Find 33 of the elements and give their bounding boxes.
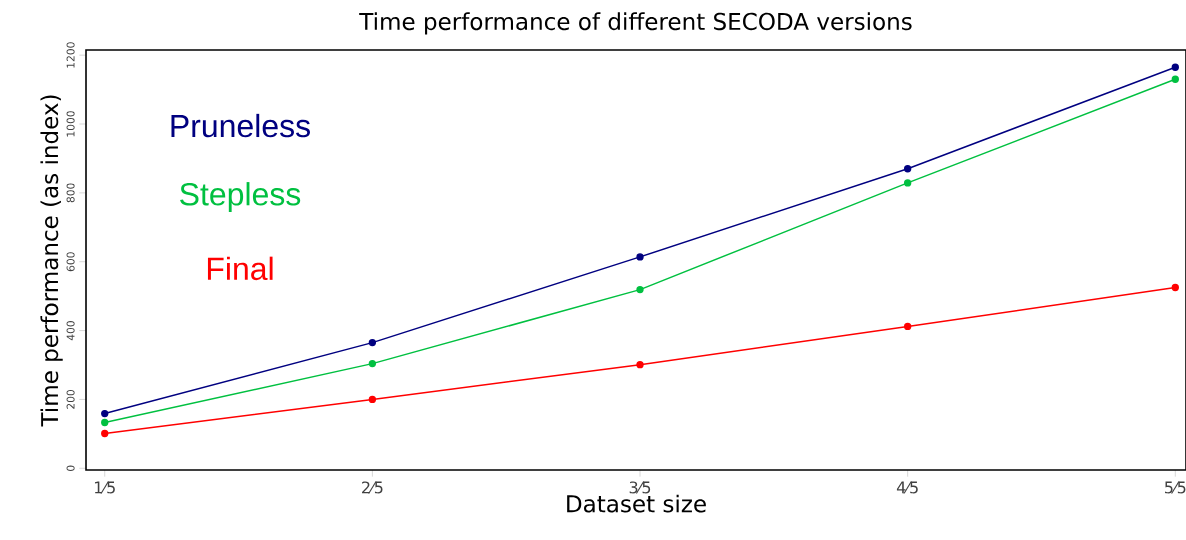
x-tick-label: 2⁄5 <box>362 481 383 494</box>
point <box>368 395 377 404</box>
y-tick-label: 400 <box>66 321 75 341</box>
point <box>636 285 644 294</box>
x-axis-title: Dataset size <box>567 494 706 513</box>
y-tick-label: 0 <box>66 465 75 471</box>
y-axis-title: Time performance (as index) <box>40 95 63 427</box>
x-tick-label: 5⁄5 <box>1165 481 1186 494</box>
point <box>903 165 912 173</box>
point <box>368 359 377 368</box>
point <box>1171 75 1179 83</box>
text: Final <box>207 256 273 281</box>
y-tick-label: 1000 <box>66 111 75 137</box>
text: Pruneless <box>171 113 310 138</box>
y-tick-label: 600 <box>66 252 75 272</box>
x-tick-label: 3⁄5 <box>629 481 651 494</box>
y-tick-label: 1200 <box>66 42 75 68</box>
point <box>368 338 377 347</box>
x-tick-label: 4⁄5 <box>896 481 918 494</box>
point <box>1171 283 1179 292</box>
point <box>101 418 109 427</box>
chart-title: Time performance of different SECODA versions <box>359 12 912 35</box>
point <box>101 429 109 438</box>
x-tick-label: 1⁄5 <box>94 481 115 494</box>
point <box>636 253 644 261</box>
y-tick-label: 800 <box>66 183 75 203</box>
point <box>903 179 912 187</box>
point <box>903 322 912 331</box>
point <box>1171 63 1179 71</box>
point <box>101 409 109 418</box>
point <box>636 360 644 369</box>
y-tick-label: 200 <box>66 389 75 409</box>
text: Stepless <box>180 182 301 212</box>
